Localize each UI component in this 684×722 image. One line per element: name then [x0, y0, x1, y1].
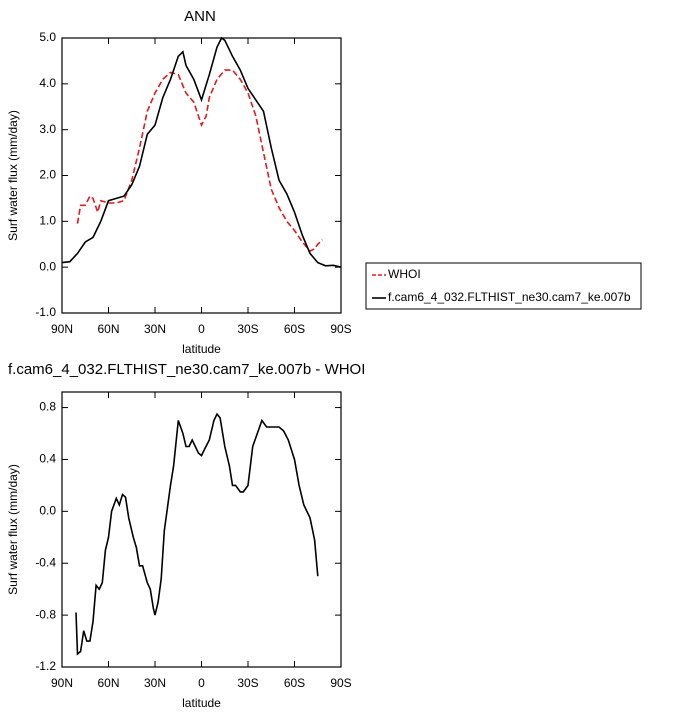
legend-box [365, 262, 642, 310]
x-tick-label: 30N [144, 676, 166, 690]
x-tick-label: 90S [330, 322, 351, 336]
x-axis-label: latitude [182, 342, 221, 356]
y-tick-label: 0.8 [39, 400, 56, 414]
y-axis-label: Surf water flux (mm/day) [6, 464, 20, 595]
x-tick-label: 60N [97, 676, 119, 690]
plot-frame [61, 391, 342, 668]
y-tick-label: 2.0 [39, 168, 56, 182]
x-tick-label: 30S [237, 676, 258, 690]
y-tick-label: 0.4 [39, 452, 56, 466]
y-tick-label: 0.0 [39, 504, 56, 518]
x-axis-label: latitude [182, 696, 221, 710]
y-tick-label: -1.2 [35, 659, 56, 673]
y-tick-label: -1.0 [35, 305, 56, 319]
y-tick-label: 1.0 [39, 214, 56, 228]
chart-title: f.cam6_4_032.FLTHIST_ne30.cam7_ke.007b -… [8, 361, 365, 378]
x-tick-label: 90N [51, 322, 73, 336]
x-tick-label: 0 [198, 676, 205, 690]
plot-frame [61, 37, 342, 314]
x-tick-label: 60S [284, 322, 305, 336]
y-tick-label: 0.0 [39, 259, 56, 273]
x-tick-label: 60N [97, 322, 119, 336]
legend-label: WHOI [388, 267, 421, 281]
chart-title: ANN [184, 8, 216, 25]
x-tick-label: 90S [330, 676, 351, 690]
x-tick-label: 60S [284, 676, 305, 690]
y-tick-label: -0.4 [35, 555, 56, 569]
data-line [75, 412, 319, 656]
y-tick-label: 3.0 [39, 122, 56, 136]
y-axis-label: Surf water flux (mm/day) [6, 110, 20, 241]
data-line [76, 69, 323, 253]
data-line [61, 36, 342, 268]
y-tick-label: -0.8 [35, 607, 56, 621]
x-tick-label: 0 [198, 322, 205, 336]
y-tick-label: 5.0 [39, 30, 56, 44]
y-tick-label: 4.0 [39, 76, 56, 90]
x-tick-label: 90N [51, 676, 73, 690]
x-tick-label: 30N [144, 322, 166, 336]
legend-label: f.cam6_4_032.FLTHIST_ne30.cam7_ke.007b [388, 290, 631, 304]
x-tick-label: 30S [237, 322, 258, 336]
